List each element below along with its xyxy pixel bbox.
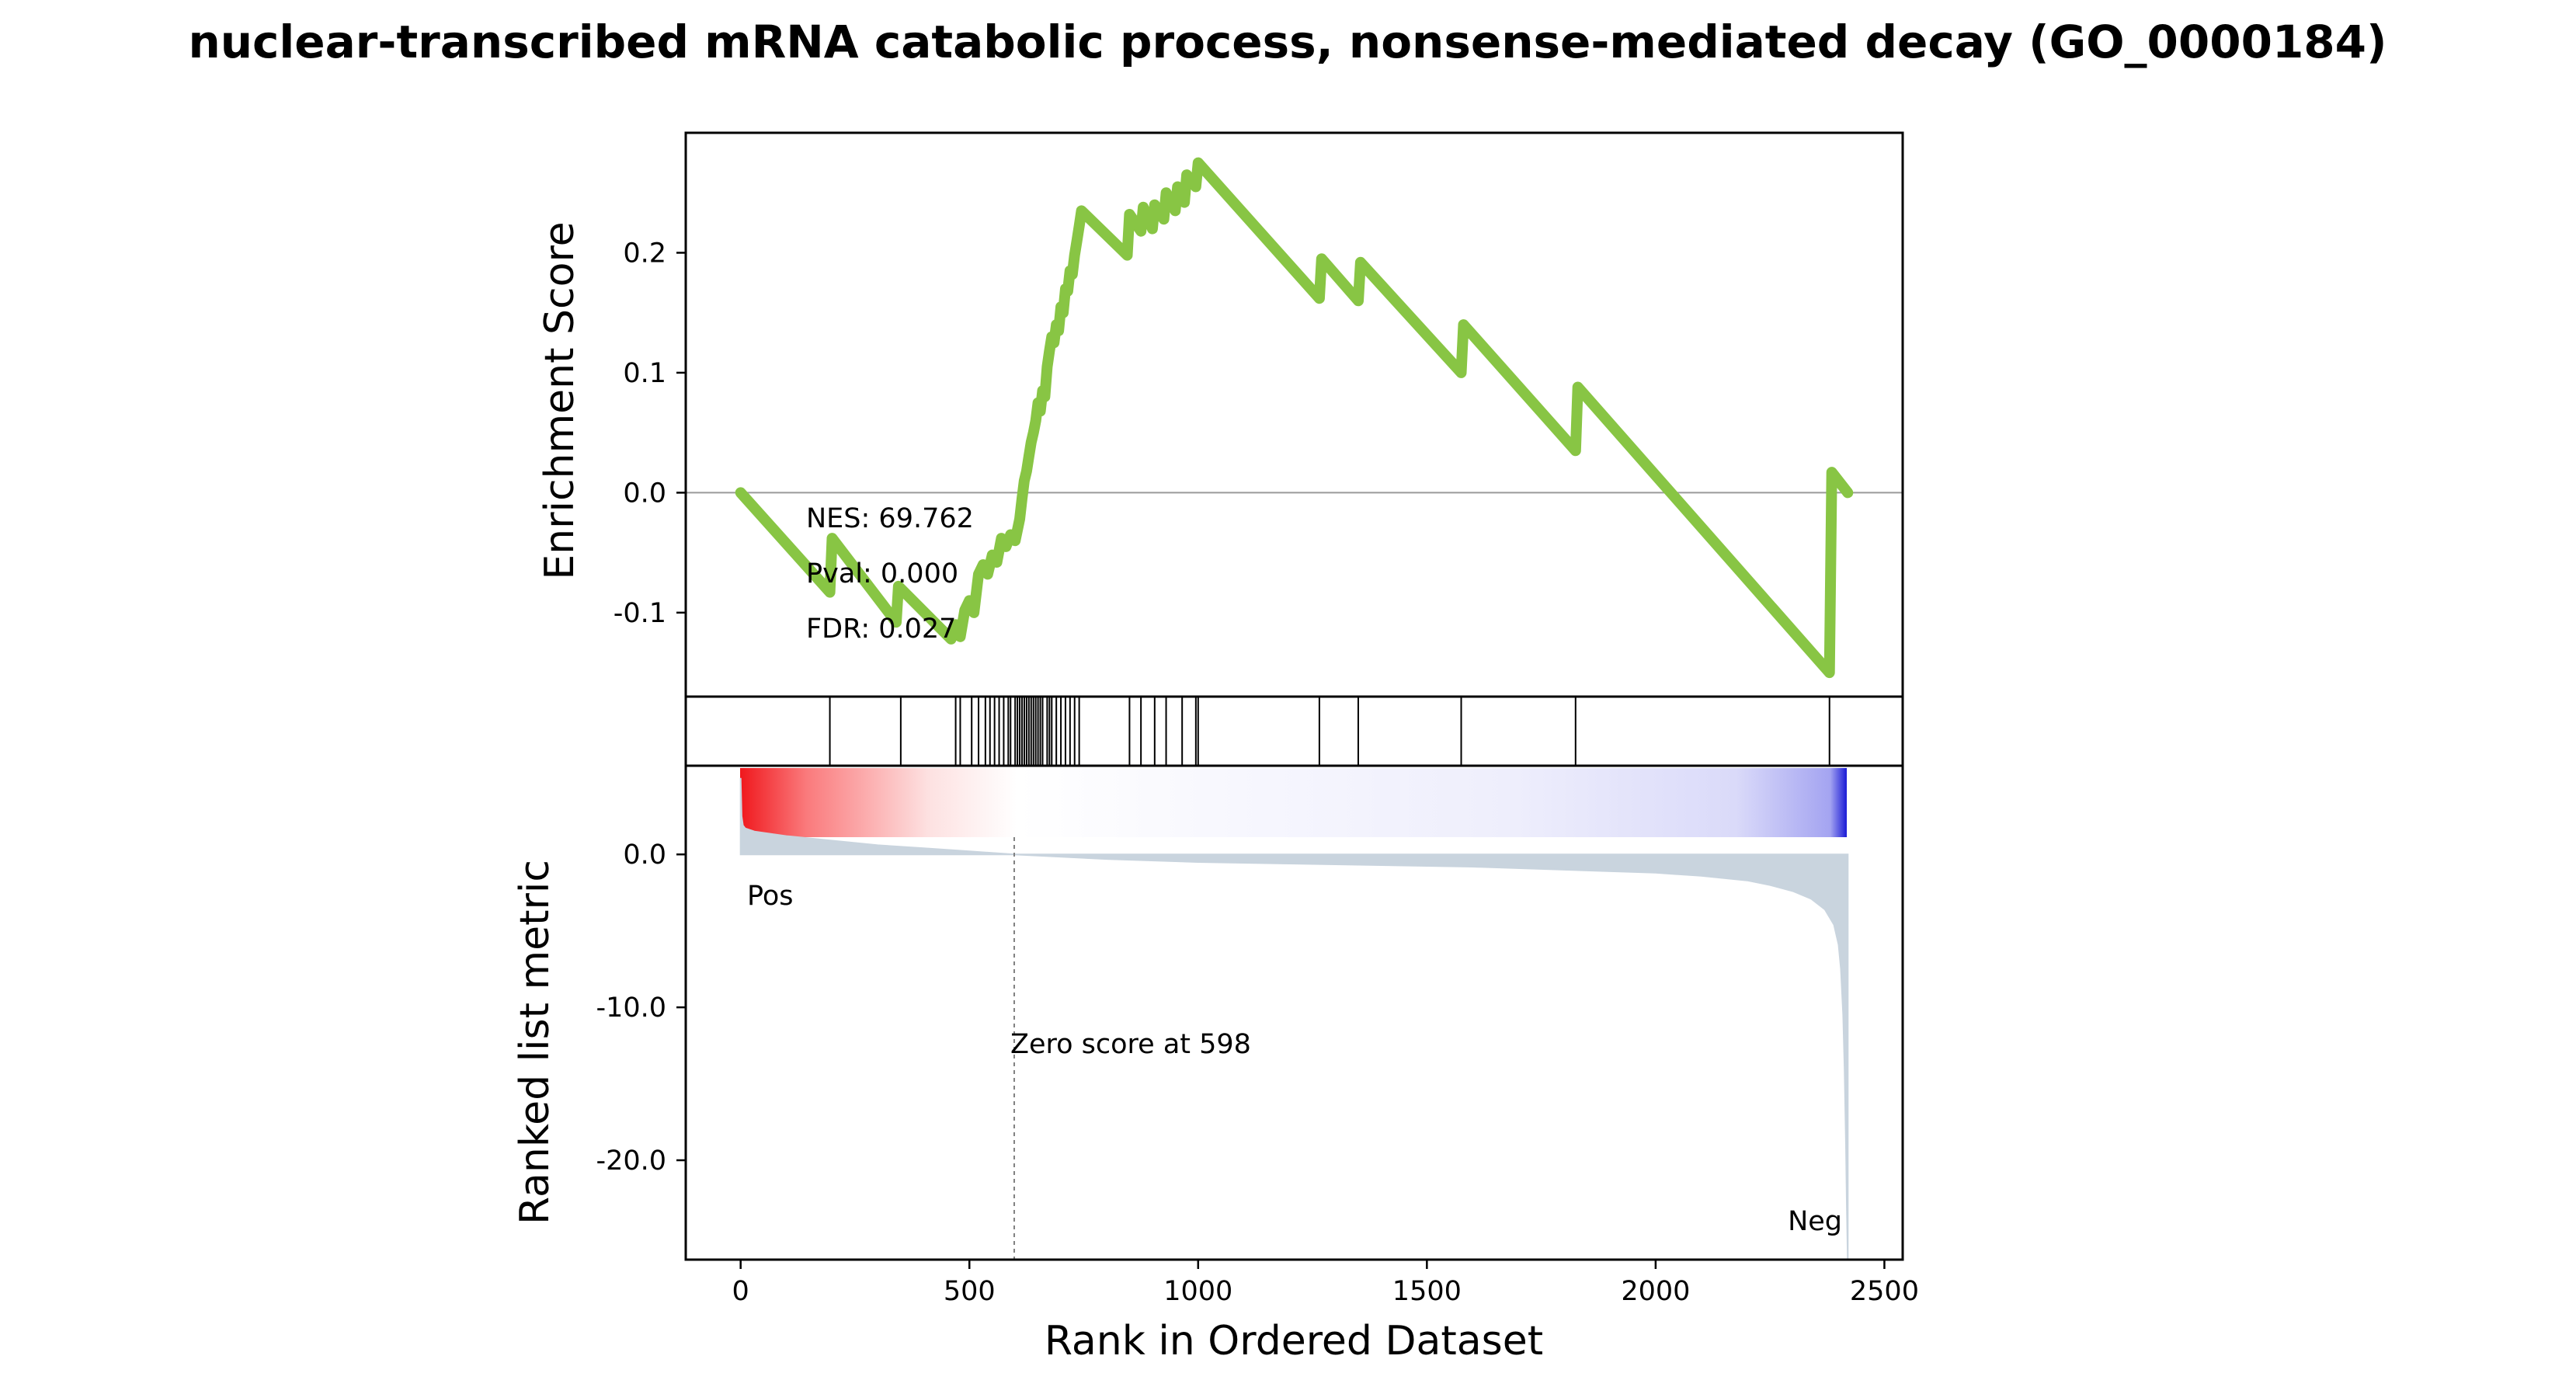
- es-y-tick-label: 0.0: [623, 478, 666, 509]
- enrichment-score-line: [735, 157, 1854, 679]
- es-y-tick-label: -0.1: [614, 598, 666, 629]
- ranked-y-tick-label: 0.0: [623, 840, 666, 871]
- hit-marks-panel: [684, 695, 1904, 767]
- x-tick-label: 1500: [1392, 1276, 1462, 1307]
- x-tick-label: 2500: [1850, 1276, 1919, 1307]
- ranked-y-tick-label: -10.0: [596, 992, 666, 1024]
- ranked-y-tick-label: -20.0: [596, 1145, 666, 1177]
- enrichment-plot-frame: [684, 131, 1904, 698]
- enrichment-y-axis-label: Enrichment Score: [537, 221, 583, 579]
- fdr-label: FDR: 0.027: [806, 614, 956, 645]
- x-tick-label: 1000: [1163, 1276, 1232, 1307]
- es-y-tick-label: 0.2: [623, 238, 666, 269]
- chart-title: nuclear-transcribed mRNA catabolic proce…: [188, 16, 2387, 68]
- pos-label: Pos: [747, 881, 794, 912]
- pval-label: Pval: 0.000: [806, 558, 958, 589]
- x-tick-label: 2000: [1621, 1276, 1690, 1307]
- es-y-tick-label: 0.1: [623, 358, 666, 389]
- ranked-y-axis-label: Ranked list metric: [512, 860, 558, 1225]
- ranked-metric-plot: Zero score at 598 Pos Neg 0.0-10.0-20.0 …: [512, 764, 1904, 1261]
- x-axis-label: Rank in Ordered Dataset: [1045, 1318, 1543, 1364]
- x-tick-label: 0: [732, 1276, 749, 1307]
- hit-marks-frame: [684, 695, 1904, 767]
- ranked-metric-area: [739, 777, 1849, 1260]
- stats-annotation: NES: 69.762 Pval: 0.000 FDR: 0.027: [806, 503, 974, 645]
- neg-label: Neg: [1788, 1206, 1842, 1237]
- zero-score-label: Zero score at 598: [1010, 1029, 1251, 1060]
- enrichment-plot: -0.1 0.0 0.1 0.2 NES: 69.762 Pval: 0.000 FD…: [537, 131, 1904, 698]
- x-tick-label: 500: [944, 1276, 996, 1307]
- es-y-ticks: -0.1 0.0 0.1 0.2: [614, 238, 686, 629]
- ranked-y-ticks: 0.0 -10.0 -20.0: [596, 840, 686, 1177]
- hit-marks: [829, 697, 1830, 766]
- x-axis-ticks: 0 500 1000 1500 2000 2500: [732, 1260, 1919, 1307]
- rank-color-bar: [740, 768, 1847, 837]
- ranked-plot-frame: [684, 764, 1904, 1261]
- nes-label: NES: 69.762: [806, 503, 974, 534]
